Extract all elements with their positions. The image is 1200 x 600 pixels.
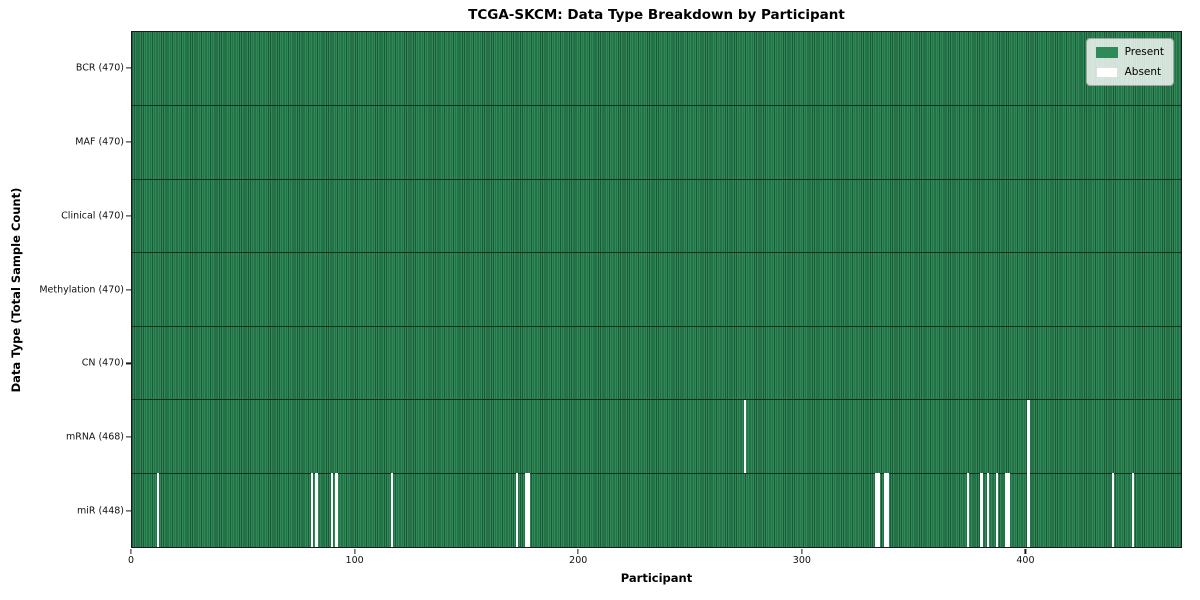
x-axis-label: Participant <box>620 571 693 585</box>
absent-swatch <box>1095 66 1118 78</box>
row-separator <box>132 178 1181 180</box>
y-tick-mark <box>126 510 131 512</box>
y-tick-labels: BCR (470) MAF (470) Clinical (470) Methylat… <box>0 31 124 548</box>
absent-cell <box>527 473 530 547</box>
absent-cell <box>980 473 983 547</box>
absent-cell <box>335 473 338 547</box>
absent-cell <box>966 473 970 547</box>
absent-cell <box>886 473 889 547</box>
y-tick-label: Methylation (470) <box>39 284 124 295</box>
legend: Present Absent <box>1085 38 1174 86</box>
x-tick-label: 200 <box>569 555 588 566</box>
row-separator <box>132 252 1181 254</box>
absent-cell <box>1131 473 1135 547</box>
absent-cell <box>1111 473 1115 547</box>
absent-cell <box>875 473 878 547</box>
y-tick-label: Clinical (470) <box>61 210 124 222</box>
legend-item: Present <box>1095 44 1164 60</box>
x-tick-mark <box>577 549 579 554</box>
x-tick-label: 300 <box>792 555 811 566</box>
absent-cell <box>156 473 160 547</box>
absent-cell <box>884 473 887 547</box>
y-tick-label: miR (448) <box>76 505 124 517</box>
absent-cell <box>315 473 318 547</box>
x-tick-label: 100 <box>345 555 364 566</box>
row-separator <box>132 399 1181 401</box>
y-tick-mark <box>126 141 131 143</box>
heatmap-grid <box>132 32 1181 547</box>
absent-cell <box>743 399 747 474</box>
y-tick-marks <box>124 31 131 548</box>
x-axis: 0 100 200 300 400 <box>127 549 1182 571</box>
row-separator <box>132 325 1181 327</box>
y-tick-mark <box>126 362 131 364</box>
y-tick-label: MAF (470) <box>75 136 124 148</box>
absent-cell <box>390 473 394 547</box>
y-tick-mark <box>126 67 131 69</box>
x-tick-mark <box>130 549 132 554</box>
absent-cell <box>1006 473 1010 547</box>
y-tick-label: mRNA (468) <box>65 431 124 443</box>
absent-cell <box>877 473 881 547</box>
absent-cell <box>524 473 528 547</box>
absent-cell <box>310 473 314 547</box>
chart-title: TCGA-SKCM: Data Type Breakdown by Partic… <box>468 7 845 23</box>
y-tick-mark <box>126 436 131 438</box>
x-tick-label: 0 <box>127 555 135 566</box>
legend-label: Absent <box>1124 66 1162 78</box>
absent-cell <box>986 473 990 547</box>
row-separator <box>132 104 1181 107</box>
absent-cell <box>995 473 999 547</box>
y-tick-label: BCR (470) <box>75 62 124 74</box>
row-separator <box>132 472 1181 475</box>
absent-cell <box>330 473 334 547</box>
legend-item: Absent <box>1095 64 1164 80</box>
y-tick-label: CN (470) <box>81 357 124 369</box>
x-tick-mark <box>354 549 356 554</box>
present-swatch <box>1095 46 1118 58</box>
absent-cell <box>1026 473 1030 547</box>
absent-cell <box>515 473 519 547</box>
plot-area: Present Absent <box>131 31 1182 548</box>
x-tick-label: 400 <box>1016 555 1035 566</box>
absent-cell <box>1026 399 1030 474</box>
y-tick-mark <box>126 215 131 217</box>
x-tick-mark <box>801 549 803 554</box>
y-tick-mark <box>126 288 131 291</box>
absent-cell <box>1004 473 1008 547</box>
legend-label: Present <box>1124 46 1164 58</box>
x-tick-mark <box>1024 549 1027 554</box>
